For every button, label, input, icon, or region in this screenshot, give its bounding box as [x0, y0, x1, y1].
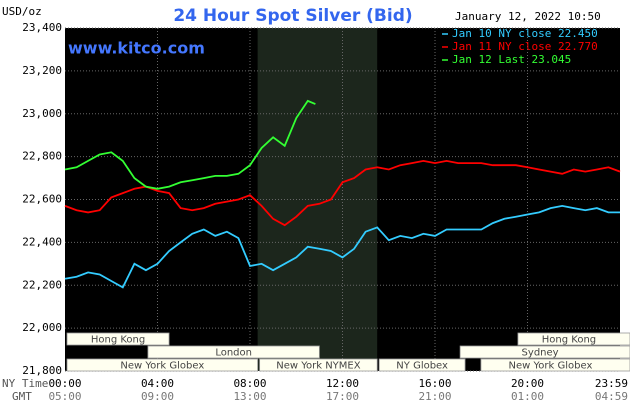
timestamp: January 12, 2022 10:50 — [455, 10, 601, 23]
session-label: New York Globex — [120, 361, 204, 372]
x-tick-label-gmt: 13:00 — [233, 390, 266, 403]
session-bar — [480, 358, 630, 372]
y-tick-label: 22,800 — [22, 150, 62, 163]
x-tick-label-gmt: 01:00 — [511, 390, 544, 403]
legend-label: Jan 11 NY close 22.770 — [452, 40, 598, 53]
x-tick-label: 00:00 — [48, 377, 81, 390]
session-bar — [259, 358, 378, 372]
session-bar — [147, 345, 320, 359]
watermark: www.kitco.com — [68, 39, 205, 58]
y-tick-label: 23,000 — [22, 107, 62, 120]
back-layer — [65, 27, 620, 372]
legend-label: Jan 10 NY close 22.450 — [452, 27, 598, 40]
session-label: Hong Kong — [542, 335, 596, 346]
x-axis-label-gmt: GMT — [12, 390, 32, 403]
y-tick-label: 23,400 — [22, 21, 62, 34]
y-tick-label: 22,000 — [22, 321, 62, 334]
x-tick-label: 12:00 — [326, 377, 359, 390]
session-label: Sydney — [522, 348, 559, 359]
series-line — [64, 159, 621, 227]
session-bar — [378, 358, 466, 372]
chart-title: 24 Hour Spot Silver (Bid) — [173, 6, 412, 26]
x-tick-label-gmt: 05:00 — [48, 390, 81, 403]
x-tick-label-gmt: 04:59 — [595, 390, 628, 403]
session-label: New York NYMEX — [276, 361, 361, 372]
x-axis-label: NY Time — [2, 377, 48, 390]
y-tick-label: 23,200 — [22, 64, 62, 77]
x-tick-label: 23:59 — [595, 377, 628, 390]
y-unit: USD/oz — [2, 5, 42, 18]
series-line — [64, 204, 620, 289]
session-bar — [66, 332, 170, 346]
session-bar — [459, 345, 630, 359]
session-bar — [517, 332, 630, 346]
x-tick-label-gmt: 09:00 — [141, 390, 174, 403]
session-bar — [66, 358, 259, 372]
y-tick-label: 22,600 — [22, 193, 62, 206]
x-tick-label: 16:00 — [418, 377, 451, 390]
x-tick-label: 08:00 — [233, 377, 266, 390]
y-tick-label: 22,200 — [22, 278, 62, 291]
session-label: London — [215, 348, 252, 359]
session-label: NY Globex — [396, 361, 448, 372]
legend-label: Jan 12 Last 23.045 — [452, 53, 571, 66]
y-tick-label: 22,400 — [22, 235, 62, 248]
session-label: Hong Kong — [91, 335, 145, 346]
x-tick-label: 04:00 — [141, 377, 174, 390]
x-tick-label-gmt: 21:00 — [418, 390, 451, 403]
x-tick-label: 20:00 — [511, 377, 544, 390]
y-tick-label: 21,800 — [22, 364, 62, 377]
x-tick-label-gmt: 17:00 — [326, 390, 359, 403]
series-line — [64, 99, 316, 190]
session-label: New York Globex — [509, 361, 593, 372]
